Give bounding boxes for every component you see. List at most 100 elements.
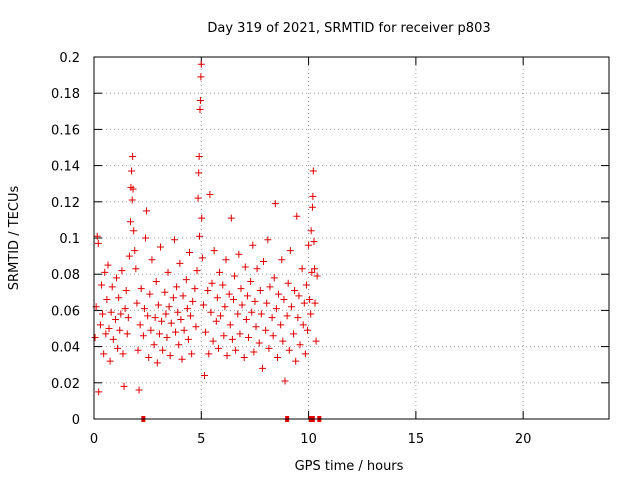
data-point [100,350,108,358]
data-point [195,169,203,177]
data-point [191,285,199,293]
x-tick-label: 10 [300,432,317,447]
data-point [105,325,113,332]
data-point [131,247,139,255]
data-point [199,301,207,309]
y-tick-label: 0.16 [51,123,80,138]
data-point [252,323,260,331]
data-point [311,265,319,273]
data-point [262,326,270,334]
data-points [91,60,322,422]
data-point [93,232,101,240]
data-point [280,296,288,304]
data-point [130,227,138,235]
data-point [242,315,250,323]
data-point [305,241,313,249]
data-point [125,252,133,260]
y-tick-label: 0.02 [51,377,80,392]
data-point [231,272,239,280]
data-point [312,337,320,345]
data-point [139,332,147,340]
data-point [221,303,229,311]
data-point [205,350,213,358]
y-tick-label: 0 [72,413,80,428]
data-point [166,352,174,360]
data-point [212,317,220,325]
data-point [243,292,251,300]
data-point [124,314,132,322]
data-point [151,314,159,322]
data-point [135,386,143,394]
data-point [219,281,227,289]
data-point [102,330,110,338]
data-point [195,153,203,161]
data-point [293,212,301,220]
data-point [150,341,158,349]
data-point [307,310,315,318]
data-point [307,227,315,235]
data-point [134,346,142,354]
data-point [210,247,218,255]
data-point [266,283,274,291]
y-tick-label: 0.18 [51,87,80,102]
data-point [185,248,193,256]
x-tick-label: 5 [197,432,205,447]
data-point [184,335,192,343]
axis-ticks: 0 0.02 0.04 0.06 0.08 0.1 0.12 0.14 0.16 0.18 0.2 0… [51,51,609,447]
data-point [196,96,204,104]
data-point [188,350,196,358]
data-point [147,326,155,334]
data-point [196,105,204,113]
data-point [95,388,103,396]
data-point [257,310,265,318]
x-tick-label: 15 [408,432,425,447]
data-point [245,334,252,342]
x-tick-label: 0 [90,432,98,447]
data-point [163,334,171,342]
data-point [285,346,293,354]
data-point [271,200,279,208]
data-point [161,288,169,296]
data-point [304,326,312,334]
data-point [279,337,287,345]
data-point [96,321,104,329]
data-point [302,281,310,289]
data-point [91,334,99,342]
data-point [258,364,266,372]
data-point [294,314,302,322]
data-point [247,277,255,285]
data-point [175,341,183,349]
data-point [148,256,156,264]
chart-title: Day 319 of 2021, SRMTID for receiver p80… [207,21,490,36]
data-point [250,348,258,356]
data-point [153,359,161,367]
data-point [174,308,182,316]
data-point [229,296,237,304]
data-point [217,312,225,320]
data-point [286,247,294,255]
data-point [240,353,248,361]
data-point [101,268,109,276]
data-point [268,314,276,322]
data-point [251,297,259,305]
data-point [273,353,281,361]
data-point [290,330,298,338]
data-point [275,290,283,298]
data-point [249,241,257,249]
data-point [170,236,178,244]
data-point [180,326,188,334]
data-point [311,299,319,307]
data-point [298,265,306,273]
data-point [123,330,131,338]
plot-frame [93,56,610,420]
data-point [118,267,126,275]
data-point [98,281,106,289]
data-point [313,272,321,280]
data-point [223,352,231,360]
data-point [284,279,292,287]
data-point [132,265,140,273]
data-point [106,357,114,365]
data-point [137,285,145,293]
data-point [189,297,197,305]
